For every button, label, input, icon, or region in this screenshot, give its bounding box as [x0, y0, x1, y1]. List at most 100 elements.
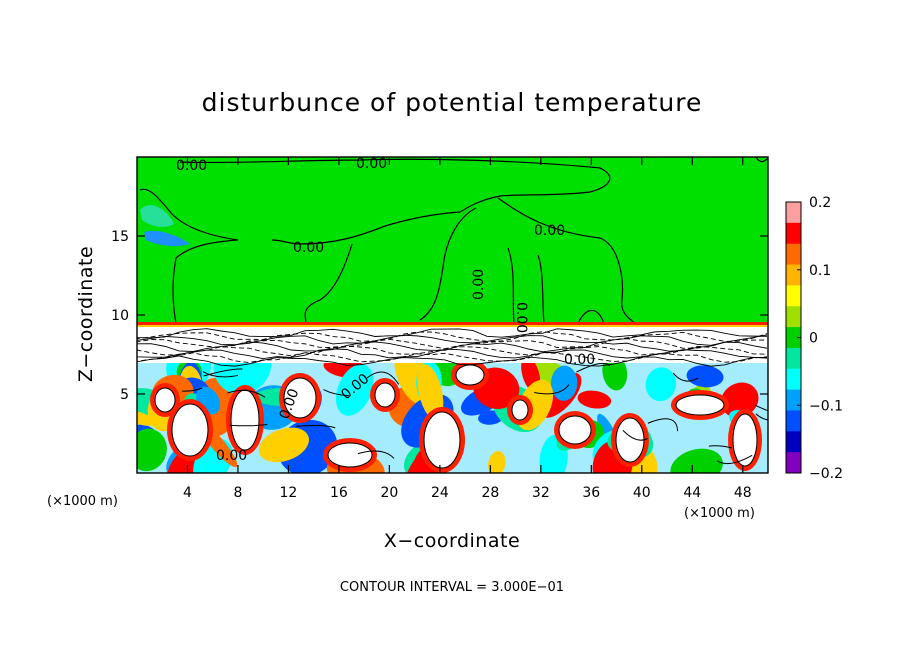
field-core	[374, 382, 396, 408]
colorbar-segment	[786, 368, 801, 391]
mixing-contour	[137, 331, 768, 342]
x-tick-label: 36	[582, 485, 600, 501]
field-contour	[181, 387, 203, 392]
field-patch	[417, 364, 444, 420]
colorbar-tick-label: −0.1	[809, 398, 843, 414]
contour-upper-1	[139, 188, 239, 325]
mixing-contour	[137, 352, 768, 364]
x-tick-label: 48	[734, 485, 752, 501]
colorbar-segment	[786, 347, 801, 370]
contour-upper-2	[179, 158, 611, 245]
x-tick-label: 28	[481, 485, 499, 501]
upper-cyan-patch	[140, 205, 174, 227]
colorbar-segment	[786, 243, 801, 266]
field-core	[558, 415, 592, 445]
interface-yellow-line	[137, 325, 768, 327]
x-tick-label: 4	[183, 485, 192, 501]
field-patch	[137, 428, 167, 472]
chart-title: disturbunce of potential temperature	[202, 88, 703, 117]
mixing-contour	[137, 348, 768, 360]
y-axis-label: Z−coordinate	[75, 246, 97, 382]
field-contour	[672, 372, 699, 382]
field-contour	[534, 384, 570, 395]
field-core	[327, 442, 373, 468]
contour-label: 0.00	[534, 223, 565, 239]
x-tick-label: 12	[280, 485, 298, 501]
upper-blue-patch	[144, 230, 190, 247]
y-tick-label: 5	[120, 387, 129, 403]
field-patch	[488, 450, 506, 473]
x-unit-left: (×1000 m)	[47, 494, 118, 509]
x-tick-label: 40	[633, 485, 651, 501]
field-patch	[686, 365, 724, 388]
contour-label: 0.00	[293, 240, 324, 256]
contour-upper-6	[507, 247, 515, 325]
field-contour	[227, 389, 266, 398]
field-patch	[335, 364, 374, 416]
mixing-contour	[137, 341, 768, 353]
x-tick-label: 44	[683, 485, 701, 501]
x-tick-label: 20	[380, 485, 398, 501]
contour-upper-9	[755, 157, 768, 163]
colorbar-segment	[786, 327, 801, 349]
field-core	[171, 403, 209, 457]
field-patch	[645, 367, 677, 402]
field-core	[511, 399, 529, 421]
x-unit-right: (×1000 m)	[684, 506, 755, 521]
field-contour	[708, 445, 733, 449]
field-core	[154, 387, 176, 413]
field-core	[230, 389, 260, 451]
field-contour	[323, 389, 349, 397]
contour-upper-5	[497, 197, 637, 325]
contour-label: 0.00	[176, 158, 207, 174]
field-patch	[577, 390, 612, 409]
mixing-zone	[137, 327, 768, 363]
field-patch	[258, 427, 310, 463]
mixing-contour	[137, 328, 768, 339]
field-contour	[202, 371, 239, 378]
contour-upper-7	[537, 254, 545, 325]
contour-label: 0.00	[471, 269, 487, 300]
mixing-contour	[137, 355, 768, 367]
y-tick-label: 10	[111, 308, 129, 324]
field-patch	[670, 448, 723, 473]
colorbar-segment	[786, 285, 801, 307]
field-core	[732, 413, 758, 467]
contour-interval-footer: CONTOUR INTERVAL = 3.000E−01	[340, 580, 564, 595]
contour-upper-4	[419, 207, 477, 321]
field-contour	[229, 424, 268, 427]
x-axis: 4 8 12 16 20 24 28 32 36 40 44 48	[183, 157, 752, 501]
interface-red-line	[137, 322, 768, 325]
contour-label: 0.00	[564, 352, 595, 368]
field-contour	[622, 429, 648, 441]
field-core	[455, 364, 485, 386]
field-contour	[296, 425, 336, 429]
x-tick-label: 16	[330, 485, 348, 501]
contour-label: 0.00	[513, 302, 529, 333]
field-contour	[755, 413, 768, 421]
field-contour	[203, 368, 243, 377]
colorbar: 0.2 0.1 0 −0.1 −0.2	[785, 195, 843, 482]
colorbar-segment	[786, 389, 801, 411]
colorbar-tick-label: 0	[809, 331, 818, 347]
colorbar-segment	[786, 202, 801, 224]
contour-label: 0.00	[216, 448, 247, 464]
colorbar-segment	[786, 264, 801, 286]
colorbar-segment	[786, 452, 801, 474]
x-tick-label: 24	[431, 485, 449, 501]
colorbar-segment	[786, 431, 801, 453]
field-core	[283, 377, 317, 419]
field-contour	[576, 362, 611, 373]
field-core	[423, 411, 461, 469]
y-axis: 5 10 15	[111, 229, 768, 403]
x-axis-label: X−coordinate	[384, 530, 520, 552]
field-contour	[647, 418, 679, 432]
field-patch	[602, 353, 628, 391]
field-patch	[720, 382, 759, 418]
contour-label: 0.00	[356, 156, 387, 172]
colorbar-segment	[786, 222, 801, 245]
colorbar-tick-label: 0.2	[809, 195, 831, 211]
colorbar-segment	[786, 410, 801, 432]
colorbar-tick-label: 0.1	[809, 263, 831, 279]
